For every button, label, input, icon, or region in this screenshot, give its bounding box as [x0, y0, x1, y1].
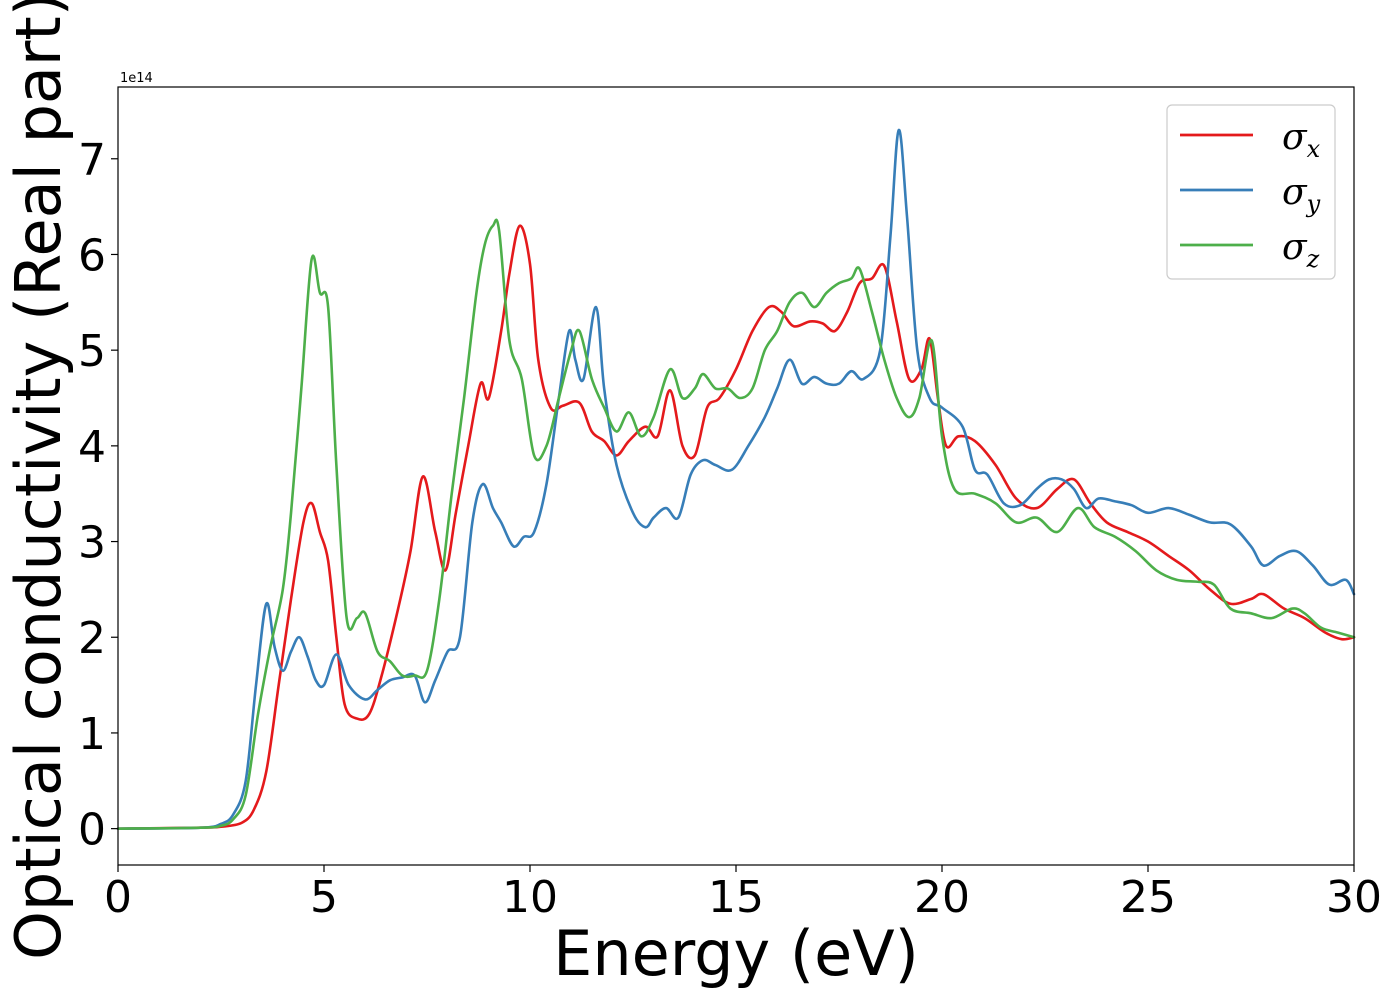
x-axis-ticks: 0 5 10 15 20 25 30 — [104, 865, 1382, 923]
series-line-sigma-y — [116, 128, 1356, 830]
y-tick-label: 3 — [78, 518, 106, 569]
legend-box — [1166, 104, 1336, 280]
y-axis-label: Optical conductivity (Real part) — [2, 0, 75, 960]
x-tick-label: 15 — [708, 872, 764, 923]
x-tick-label: 5 — [310, 872, 338, 923]
x-tick-label: 20 — [914, 872, 970, 923]
legend-subscript: z — [1306, 245, 1320, 273]
y-tick-label: 7 — [78, 135, 106, 186]
y-tick-label: 5 — [78, 326, 106, 377]
x-tick-label: 25 — [1120, 872, 1176, 923]
y-tick-label: 4 — [78, 422, 106, 473]
x-tick-label: 0 — [104, 872, 132, 923]
y-tick-label: 0 — [78, 805, 106, 856]
series-line-sigma-x — [116, 224, 1356, 830]
x-tick-label: 30 — [1326, 872, 1382, 923]
series-layer — [116, 128, 1356, 830]
y-axis-offset-text: 1e14 — [120, 71, 153, 86]
y-tick-label: 6 — [78, 230, 106, 281]
x-axis-label: Energy (eV) — [553, 917, 919, 990]
y-tick-label: 1 — [78, 709, 106, 760]
x-tick-label: 10 — [502, 872, 558, 923]
y-axis-ticks: 0 1 2 3 4 5 6 7 — [78, 135, 118, 856]
legend-subscript: x — [1307, 135, 1321, 163]
legend-subscript: y — [1306, 190, 1321, 218]
y-tick-label: 2 — [78, 613, 106, 664]
series-line-sigma-z — [116, 218, 1356, 830]
